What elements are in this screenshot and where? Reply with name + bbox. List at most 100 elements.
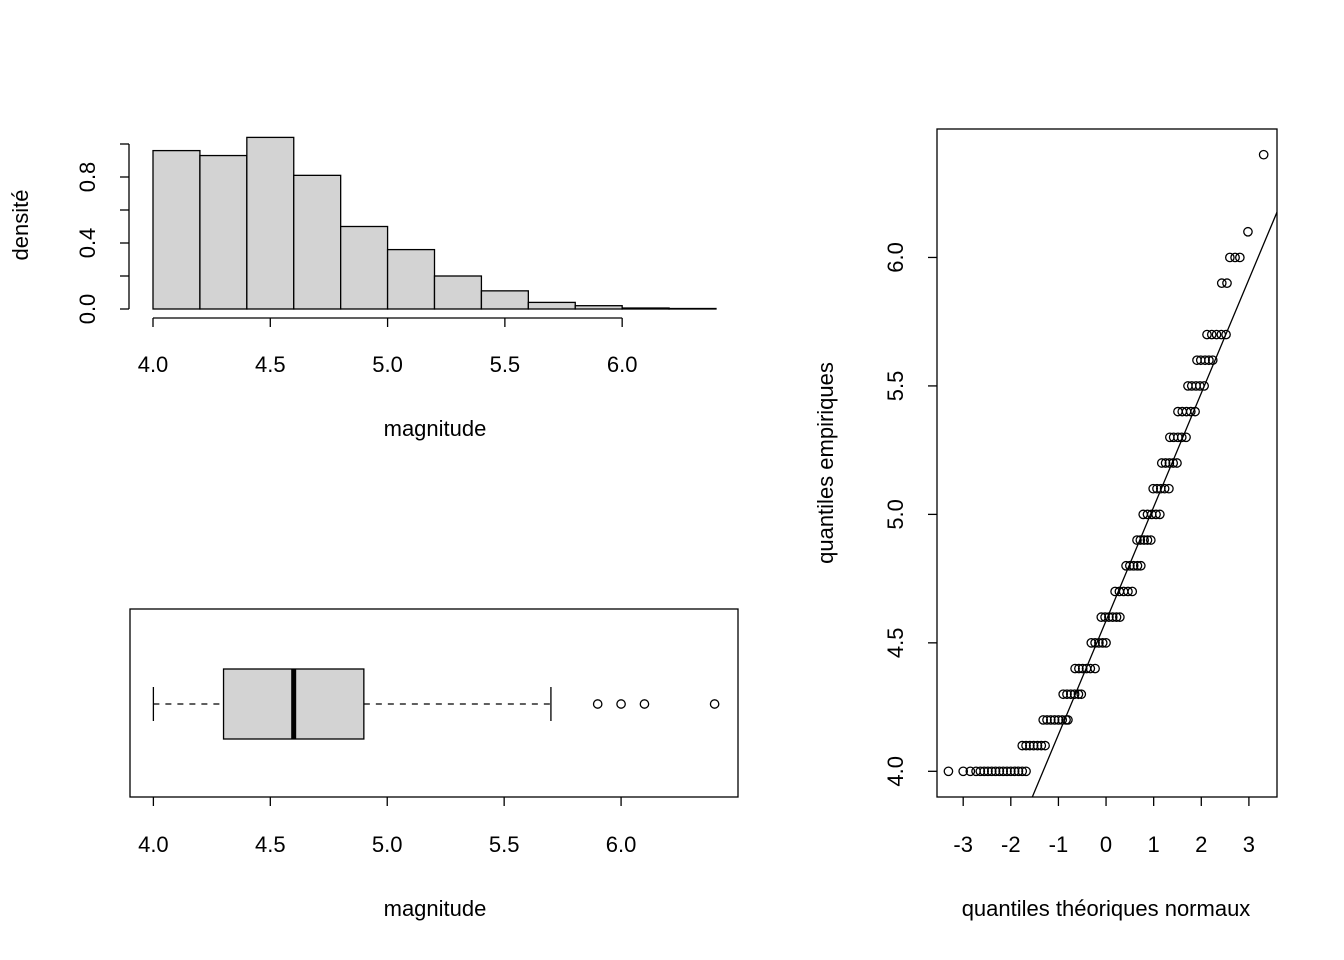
point — [1125, 560, 1135, 571]
point — [994, 766, 1005, 777]
point — [1021, 740, 1031, 751]
point — [1181, 432, 1191, 443]
point — [1115, 612, 1125, 623]
point — [1132, 560, 1143, 571]
point — [1211, 329, 1222, 340]
point — [1028, 740, 1039, 751]
point — [1021, 766, 1031, 777]
x-tick-label: 4.5 — [255, 832, 286, 857]
histogram-bar — [293, 174, 342, 310]
point — [1090, 663, 1100, 674]
plot-frame — [936, 128, 1278, 798]
point — [1202, 329, 1212, 340]
y-tick-label: 0.4 — [75, 228, 100, 259]
outlier — [709, 699, 720, 709]
point — [1121, 560, 1131, 571]
histogram-bar — [386, 248, 436, 310]
point — [1032, 740, 1043, 751]
y-tick-label: 5.5 — [883, 371, 908, 402]
y-tick-label: 5.0 — [883, 499, 908, 530]
point — [1164, 483, 1174, 494]
qq-line — [1031, 211, 1277, 797]
point — [1045, 715, 1056, 725]
point — [1222, 278, 1232, 289]
point — [998, 766, 1009, 777]
x-tick-label: 5.5 — [490, 352, 521, 377]
x-tick-label: 4.0 — [138, 352, 169, 377]
point — [1069, 689, 1080, 700]
point — [1200, 355, 1210, 366]
point — [1145, 535, 1156, 545]
point — [1221, 329, 1231, 340]
point — [1135, 560, 1146, 571]
point — [1199, 381, 1209, 391]
point — [1049, 715, 1060, 725]
point — [975, 766, 986, 777]
histogram-bar — [480, 290, 529, 310]
histogram-bar — [246, 136, 295, 310]
point — [1038, 715, 1049, 725]
point — [1160, 458, 1171, 468]
point — [1164, 458, 1175, 468]
outlier — [592, 699, 603, 709]
y-tick-label: 6.0 — [883, 242, 908, 273]
point — [1172, 458, 1182, 468]
x-tick-label: 5.0 — [372, 352, 403, 377]
y-axis-title: densité — [8, 190, 33, 261]
point — [1009, 766, 1020, 777]
histogram-bar — [433, 275, 483, 310]
point — [958, 766, 969, 777]
point — [1151, 509, 1161, 520]
point — [1058, 689, 1069, 700]
x-tick-label: 3 — [1243, 832, 1255, 857]
point — [1135, 535, 1146, 545]
point — [1062, 689, 1072, 700]
point — [1036, 740, 1047, 751]
point — [1074, 663, 1084, 674]
point — [990, 766, 1001, 777]
point — [1206, 329, 1217, 340]
point — [965, 766, 976, 777]
point — [1142, 535, 1153, 545]
point — [1017, 766, 1028, 777]
x-tick-label: -1 — [1049, 832, 1069, 857]
point — [1225, 252, 1235, 263]
point — [1063, 715, 1073, 725]
point — [1096, 612, 1107, 623]
point — [1123, 586, 1133, 597]
point — [1243, 226, 1253, 237]
y-axis-title: quantiles empiriques — [813, 362, 838, 564]
point — [1235, 252, 1245, 263]
x-axis-title: magnitude — [384, 896, 487, 921]
histogram-bar — [199, 154, 248, 310]
x-tick-label: -3 — [953, 832, 973, 857]
point — [1107, 612, 1118, 623]
point — [979, 766, 989, 777]
y-tick-label: 0.8 — [75, 162, 100, 193]
point — [1176, 432, 1187, 443]
point — [1159, 483, 1170, 494]
x-tick-label: 5.0 — [372, 832, 403, 857]
point — [1127, 586, 1138, 597]
point — [1156, 458, 1167, 468]
point — [1040, 740, 1050, 751]
x-tick-label: 1 — [1148, 832, 1160, 857]
histogram-bar — [574, 305, 623, 310]
x-axis-title: quantiles théoriques normaux — [962, 896, 1251, 921]
histogram-bar — [152, 149, 201, 310]
point — [1148, 483, 1159, 494]
point — [1204, 355, 1214, 366]
point — [1002, 766, 1012, 777]
point — [1101, 637, 1111, 648]
point — [1111, 612, 1122, 623]
point — [1132, 535, 1142, 545]
point — [943, 766, 954, 777]
point — [1155, 509, 1165, 520]
point — [1185, 406, 1196, 417]
histogram-bar — [621, 307, 670, 310]
point — [1258, 149, 1269, 160]
point — [983, 766, 993, 777]
x-tick-label: 4.5 — [255, 352, 286, 377]
